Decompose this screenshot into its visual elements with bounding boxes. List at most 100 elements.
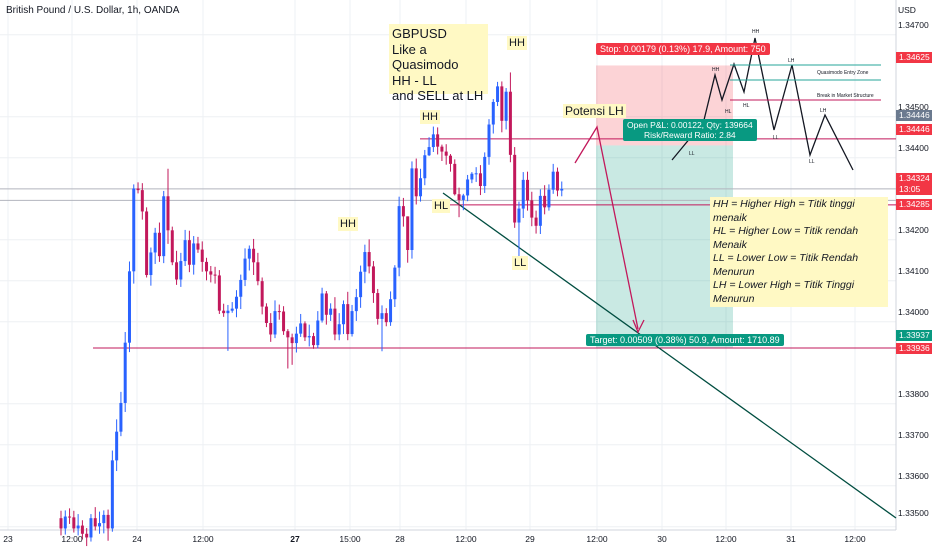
candle-body-97 — [474, 173, 478, 175]
candle-body-17 — [132, 188, 136, 272]
y-tick-4: 1.34200 — [898, 225, 929, 235]
candle-body-9 — [98, 523, 102, 527]
x-tick-2: 12:00 — [61, 534, 83, 544]
y-tick-2: 1.34500 — [898, 102, 929, 112]
x-tick-5: 27 — [290, 534, 300, 544]
stop-label: Stop: 0.00179 (0.13%) 17.9, Amount: 750 — [596, 43, 770, 55]
candle-body-113 — [543, 195, 547, 208]
swing-label-hh-1: HH — [338, 217, 358, 231]
candle-body-42 — [239, 279, 243, 297]
candle-body-101 — [491, 101, 495, 125]
note-line-1: GBPUSD — [392, 26, 447, 41]
candle-body-38 — [222, 310, 226, 314]
candle-body-51 — [277, 311, 281, 313]
proj-label-8: LL — [809, 159, 815, 165]
proj-label-4: LL — [689, 151, 695, 157]
proj-label-2: HH — [752, 29, 760, 35]
candle-body-78 — [393, 267, 397, 300]
candle-body-0 — [59, 518, 63, 529]
candle-body-40 — [230, 308, 234, 311]
candle-body-22 — [153, 232, 157, 253]
countdown-tag: 13:05 — [896, 184, 932, 195]
projection-note-entry: Quasimodo Entry Zone — [817, 70, 869, 76]
candle-body-68 — [350, 311, 354, 335]
swing-label-hh-2: HH — [420, 110, 440, 124]
candle-body-48 — [264, 306, 268, 323]
candle-body-104 — [504, 91, 508, 121]
candle-body-81 — [406, 216, 410, 250]
candle-body-91 — [448, 155, 452, 164]
candle-body-63 — [329, 308, 333, 315]
candle-body-100 — [487, 124, 491, 157]
candle-body-53 — [286, 331, 290, 338]
candle-body-13 — [115, 431, 119, 461]
y-tick-3: 1.34400 — [898, 143, 929, 153]
risk-reward-text: Risk/Reward Ratio: 2.84 — [644, 130, 736, 140]
candle-body-86 — [427, 147, 431, 156]
candle-body-69 — [354, 297, 358, 312]
candle-body-65 — [337, 324, 341, 335]
candle-body-61 — [320, 293, 324, 321]
candle-body-52 — [282, 311, 286, 332]
candle-body-28 — [179, 261, 183, 280]
y-tick-10: 1.33500 — [898, 508, 929, 518]
swing-label-ll: LL — [512, 256, 529, 270]
candle-body-43 — [243, 258, 247, 280]
candle-body-29 — [183, 240, 187, 262]
candle-body-115 — [551, 171, 555, 190]
candle-body-7 — [89, 518, 93, 538]
candle-body-58 — [307, 336, 311, 338]
candle-body-74 — [376, 293, 380, 319]
candle-body-14 — [119, 402, 123, 432]
candle-body-32 — [196, 243, 200, 250]
price-tag-1: 1.34625 — [896, 52, 932, 63]
x-tick-14: 12:00 — [844, 534, 866, 544]
note-line-3: HH - LL — [392, 72, 437, 88]
proj-label-5: HL — [743, 103, 750, 109]
price-tag-6: 1.33937 — [896, 330, 932, 341]
candle-body-109 — [526, 179, 530, 201]
candle-body-92 — [453, 163, 457, 195]
candle-body-71 — [363, 252, 367, 272]
x-tick-4: 12:00 — [192, 534, 214, 544]
proj-label-3: HL — [725, 109, 732, 115]
candle-body-70 — [359, 271, 363, 298]
x-tick-7: 28 — [395, 534, 405, 544]
proj-label-7: LL — [773, 135, 779, 141]
x-tick-1: 23 — [3, 534, 13, 544]
candle-body-87 — [431, 134, 435, 148]
y-tick-5: 1.34100 — [898, 266, 929, 276]
candle-body-27 — [175, 262, 179, 280]
x-tick-13: 31 — [786, 534, 796, 544]
candle-body-36 — [213, 274, 217, 276]
open-pnl-text: Open P&L: 0.00122, Qty: 139664 — [627, 120, 753, 130]
candle-body-33 — [200, 249, 204, 262]
x-tick-3: 24 — [132, 534, 142, 544]
price-tag-5: 1.34285 — [896, 199, 932, 210]
candle-body-60 — [316, 320, 320, 346]
candle-body-89 — [440, 146, 444, 152]
candle-body-56 — [299, 323, 303, 334]
x-tick-10: 12:00 — [586, 534, 608, 544]
candle-body-20 — [145, 211, 149, 276]
candle-body-39 — [226, 310, 230, 314]
candle-body-66 — [341, 304, 345, 325]
price-tag-4: 1.34324 — [896, 173, 932, 184]
legend-line-lh: LH = Lower High = Titik Tinggi Menurun — [713, 279, 855, 305]
legend-line-ll: LL = Lower Low = Titik Rendah Menurun — [713, 252, 859, 278]
candle-body-72 — [367, 252, 371, 267]
candle-body-85 — [423, 155, 427, 179]
legend-line-hh: HH = Higher High = Titik tinggi menaik — [713, 198, 855, 224]
candle-body-25 — [166, 196, 170, 231]
price-tag-7: 1.33936 — [896, 343, 932, 354]
candle-body-111 — [534, 217, 538, 226]
candle-body-23 — [157, 232, 161, 257]
candle-body-107 — [517, 208, 521, 223]
candle-body-34 — [205, 261, 209, 272]
y-tick-6: 1.34000 — [898, 307, 929, 317]
candle-body-99 — [483, 156, 487, 187]
candle-body-41 — [234, 296, 238, 309]
candle-body-26 — [170, 230, 174, 263]
candle-body-8 — [93, 518, 97, 527]
candle-body-54 — [290, 337, 294, 344]
